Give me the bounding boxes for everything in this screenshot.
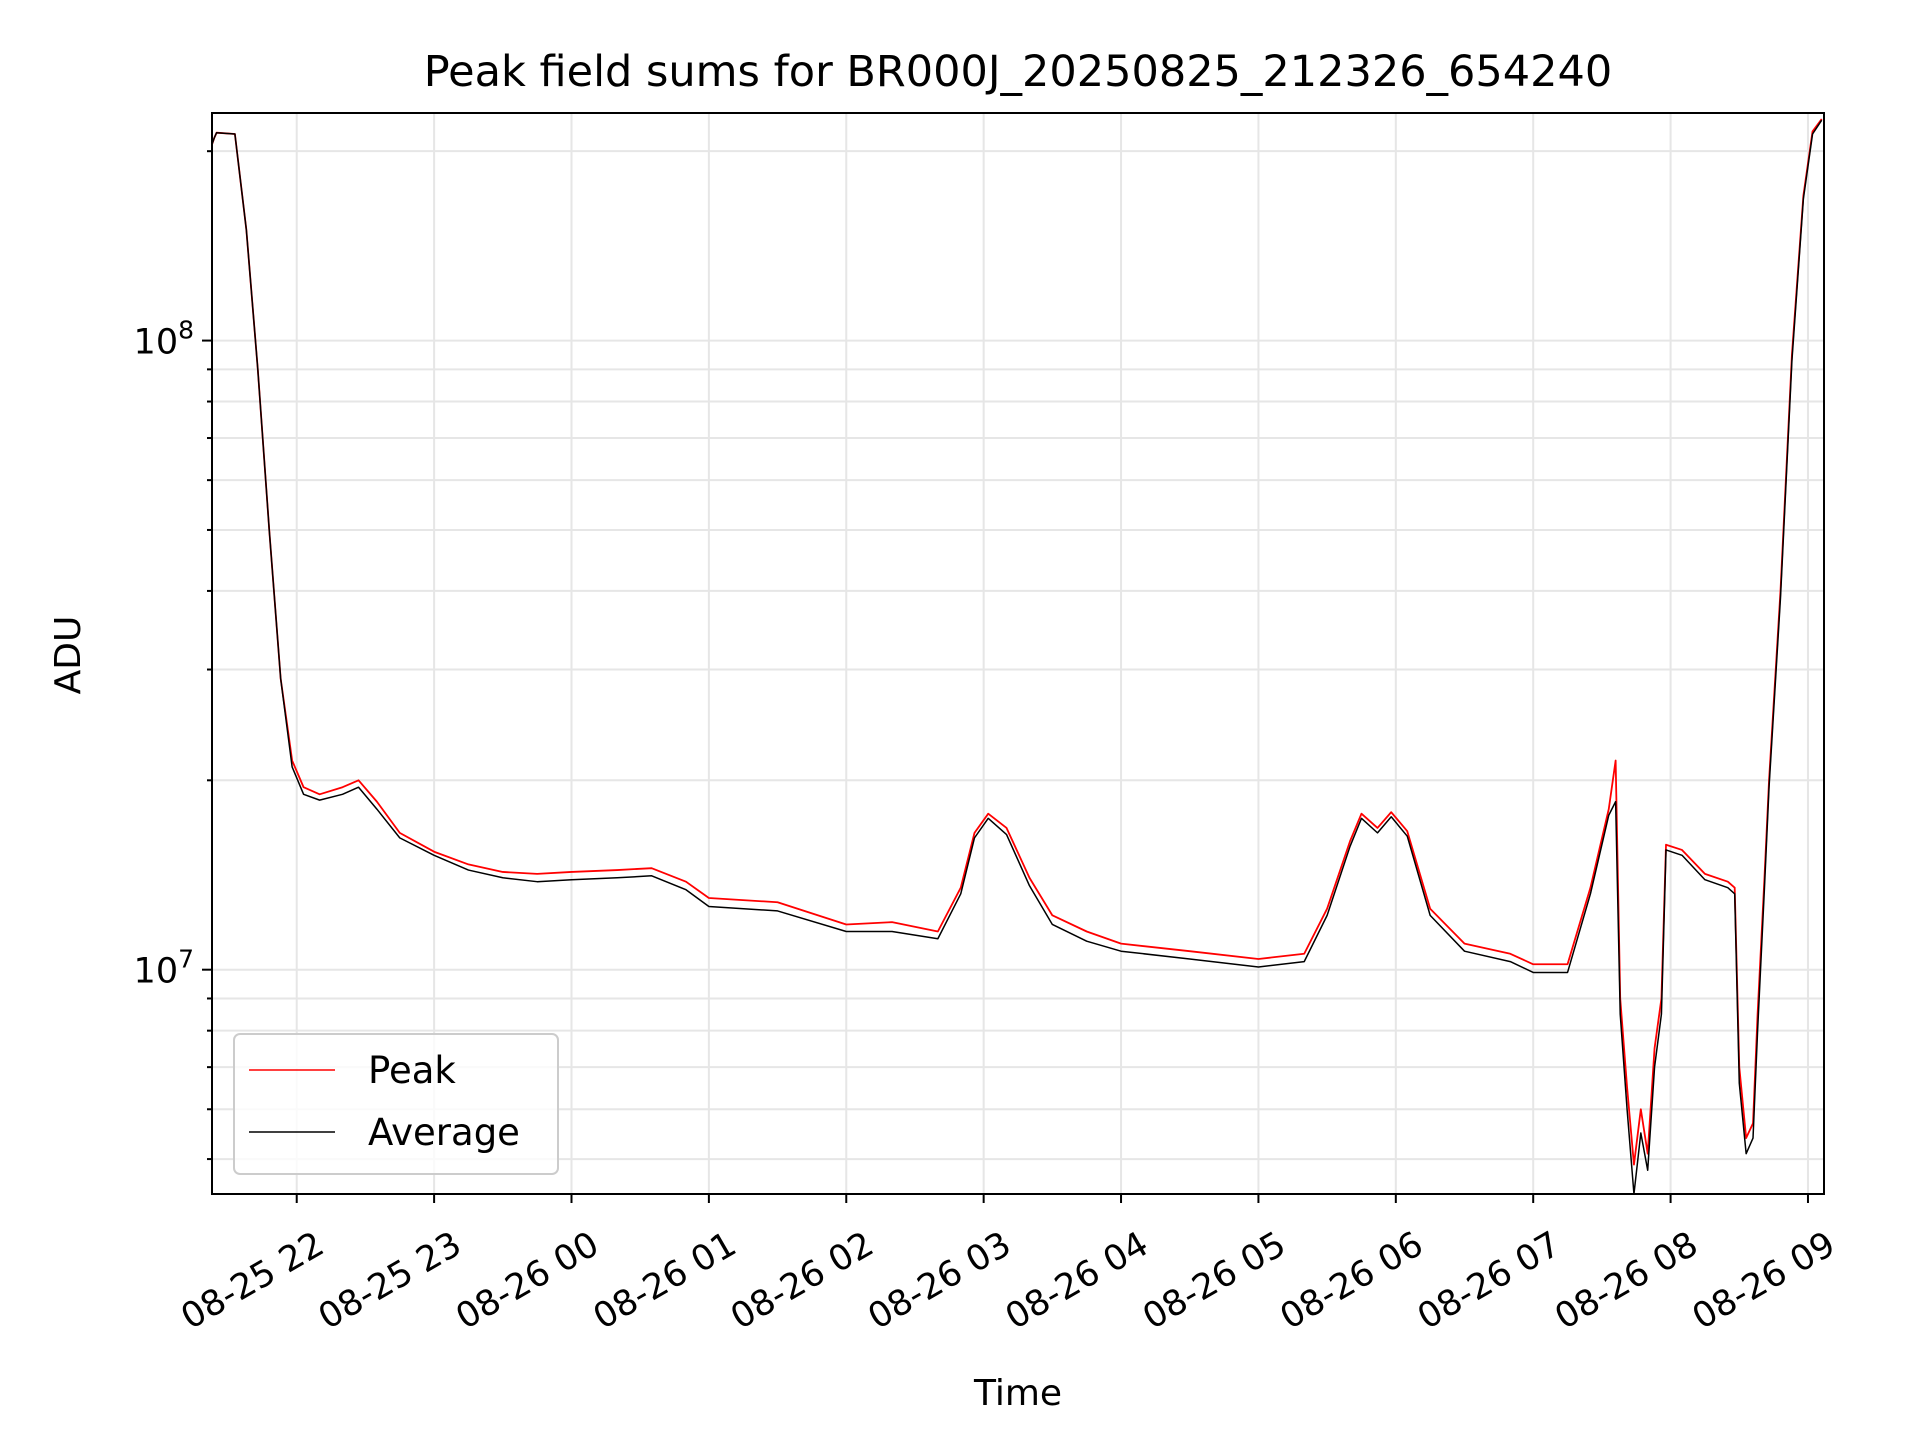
legend-box — [233, 1033, 559, 1175]
y-tick-label: 107 — [134, 945, 194, 992]
series-line-peak — [212, 118, 1823, 1166]
grid — [212, 113, 1824, 1194]
y-tick-label: 108 — [134, 316, 194, 363]
legend-label-average: Average — [368, 1111, 520, 1154]
series-layer — [212, 118, 1823, 1194]
chart-title: Peak field sums for BR000J_20250825_2123… — [424, 47, 1612, 97]
legend: Peak Average — [233, 1033, 559, 1175]
y-axis-label: ADU — [48, 616, 89, 695]
series-line-average — [212, 119, 1823, 1194]
x-axis-label: Time — [973, 1373, 1062, 1414]
legend-label-peak: Peak — [368, 1049, 456, 1092]
plot-frame — [211, 112, 1825, 1195]
plot-background — [212, 113, 1824, 1194]
